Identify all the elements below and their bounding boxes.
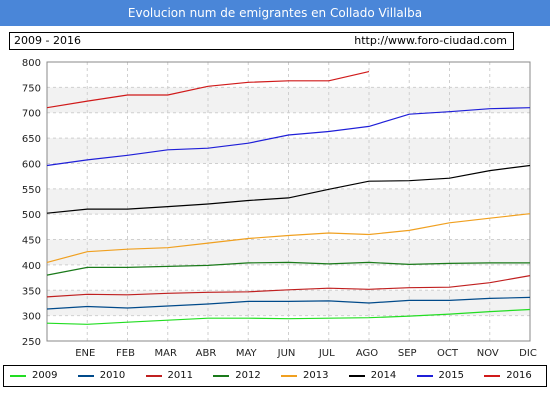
series-line-2009 [46,308,531,325]
legend-label: 2012 [235,370,261,381]
series-line-2011 [46,275,531,298]
x-tick-label: ABR [196,348,217,359]
x-tick-label: JUN [277,348,296,359]
legend-label: 2016 [506,370,532,381]
legend-item-2013: 2013 [275,366,343,386]
x-tick-label: OCT [437,348,459,359]
legend-swatch [10,375,26,377]
y-tick-label: 300 [22,312,41,323]
x-tick-label: JUL [318,348,335,359]
y-tick-label: 550 [22,185,41,196]
y-tick-label: 450 [22,236,41,247]
legend-swatch [348,375,365,377]
y-tick-label: 750 [22,83,41,94]
y-tick-label: 600 [22,159,41,170]
legend-swatch [281,375,297,377]
y-tick-label: 350 [22,286,41,297]
legend-swatch [213,375,230,377]
x-tick-label: NOV [477,348,499,359]
legend: 2009 2010 2011 2012 2013 2014 2015 2016 [3,365,547,387]
x-tick-label: AGO [356,348,378,359]
plot-border [46,61,531,342]
legend-item-2011: 2011 [140,366,208,386]
legend-label: 2009 [32,370,58,381]
legend-item-2016: 2016 [478,366,546,386]
y-tick-label: 700 [22,109,41,120]
y-tick-label: 500 [22,210,41,221]
period-label: 2009 - 2016 [14,34,81,47]
legend-item-2015: 2015 [411,366,479,386]
series-line-2016 [46,71,370,109]
legend-item-2009: 2009 [4,366,72,386]
x-tick-label: DIC [519,348,537,359]
info-box: 2009 - 2016 http://www.foro-ciudad.com [9,32,514,50]
legend-swatch [416,375,433,377]
series-line-2010 [46,296,531,310]
y-tick-label: 650 [22,134,41,145]
x-tick-label: ENE [75,348,95,359]
series-line-2015 [46,107,531,167]
series-line-2014 [46,164,531,214]
legend-label: 2011 [167,370,193,381]
legend-label: 2014 [370,370,397,381]
legend-label: 2013 [303,370,329,381]
chart-title: Evolucion num de emigrantes en Collado V… [0,0,550,26]
legend-swatch [145,375,162,377]
x-tick-label: SEP [398,348,417,359]
series-line-2012 [46,261,530,276]
legend-swatch [484,375,501,377]
y-tick-label: 250 [22,337,41,348]
y-tick-label: 800 [22,58,41,69]
legend-label: 2010 [99,370,126,381]
legend-label: 2015 [438,370,464,381]
x-tick-label: MAY [236,348,258,359]
legend-item-2014: 2014 [343,366,411,386]
series-line-2013 [46,213,531,263]
legend-item-2012: 2012 [207,366,275,386]
x-tick-label: MAR [155,348,177,359]
legend-item-2010: 2010 [72,366,140,386]
x-tick-label: FEB [116,348,135,359]
y-tick-label: 400 [22,261,41,272]
legend-swatch [77,375,94,377]
source-url: http://www.foro-ciudad.com [354,34,507,47]
